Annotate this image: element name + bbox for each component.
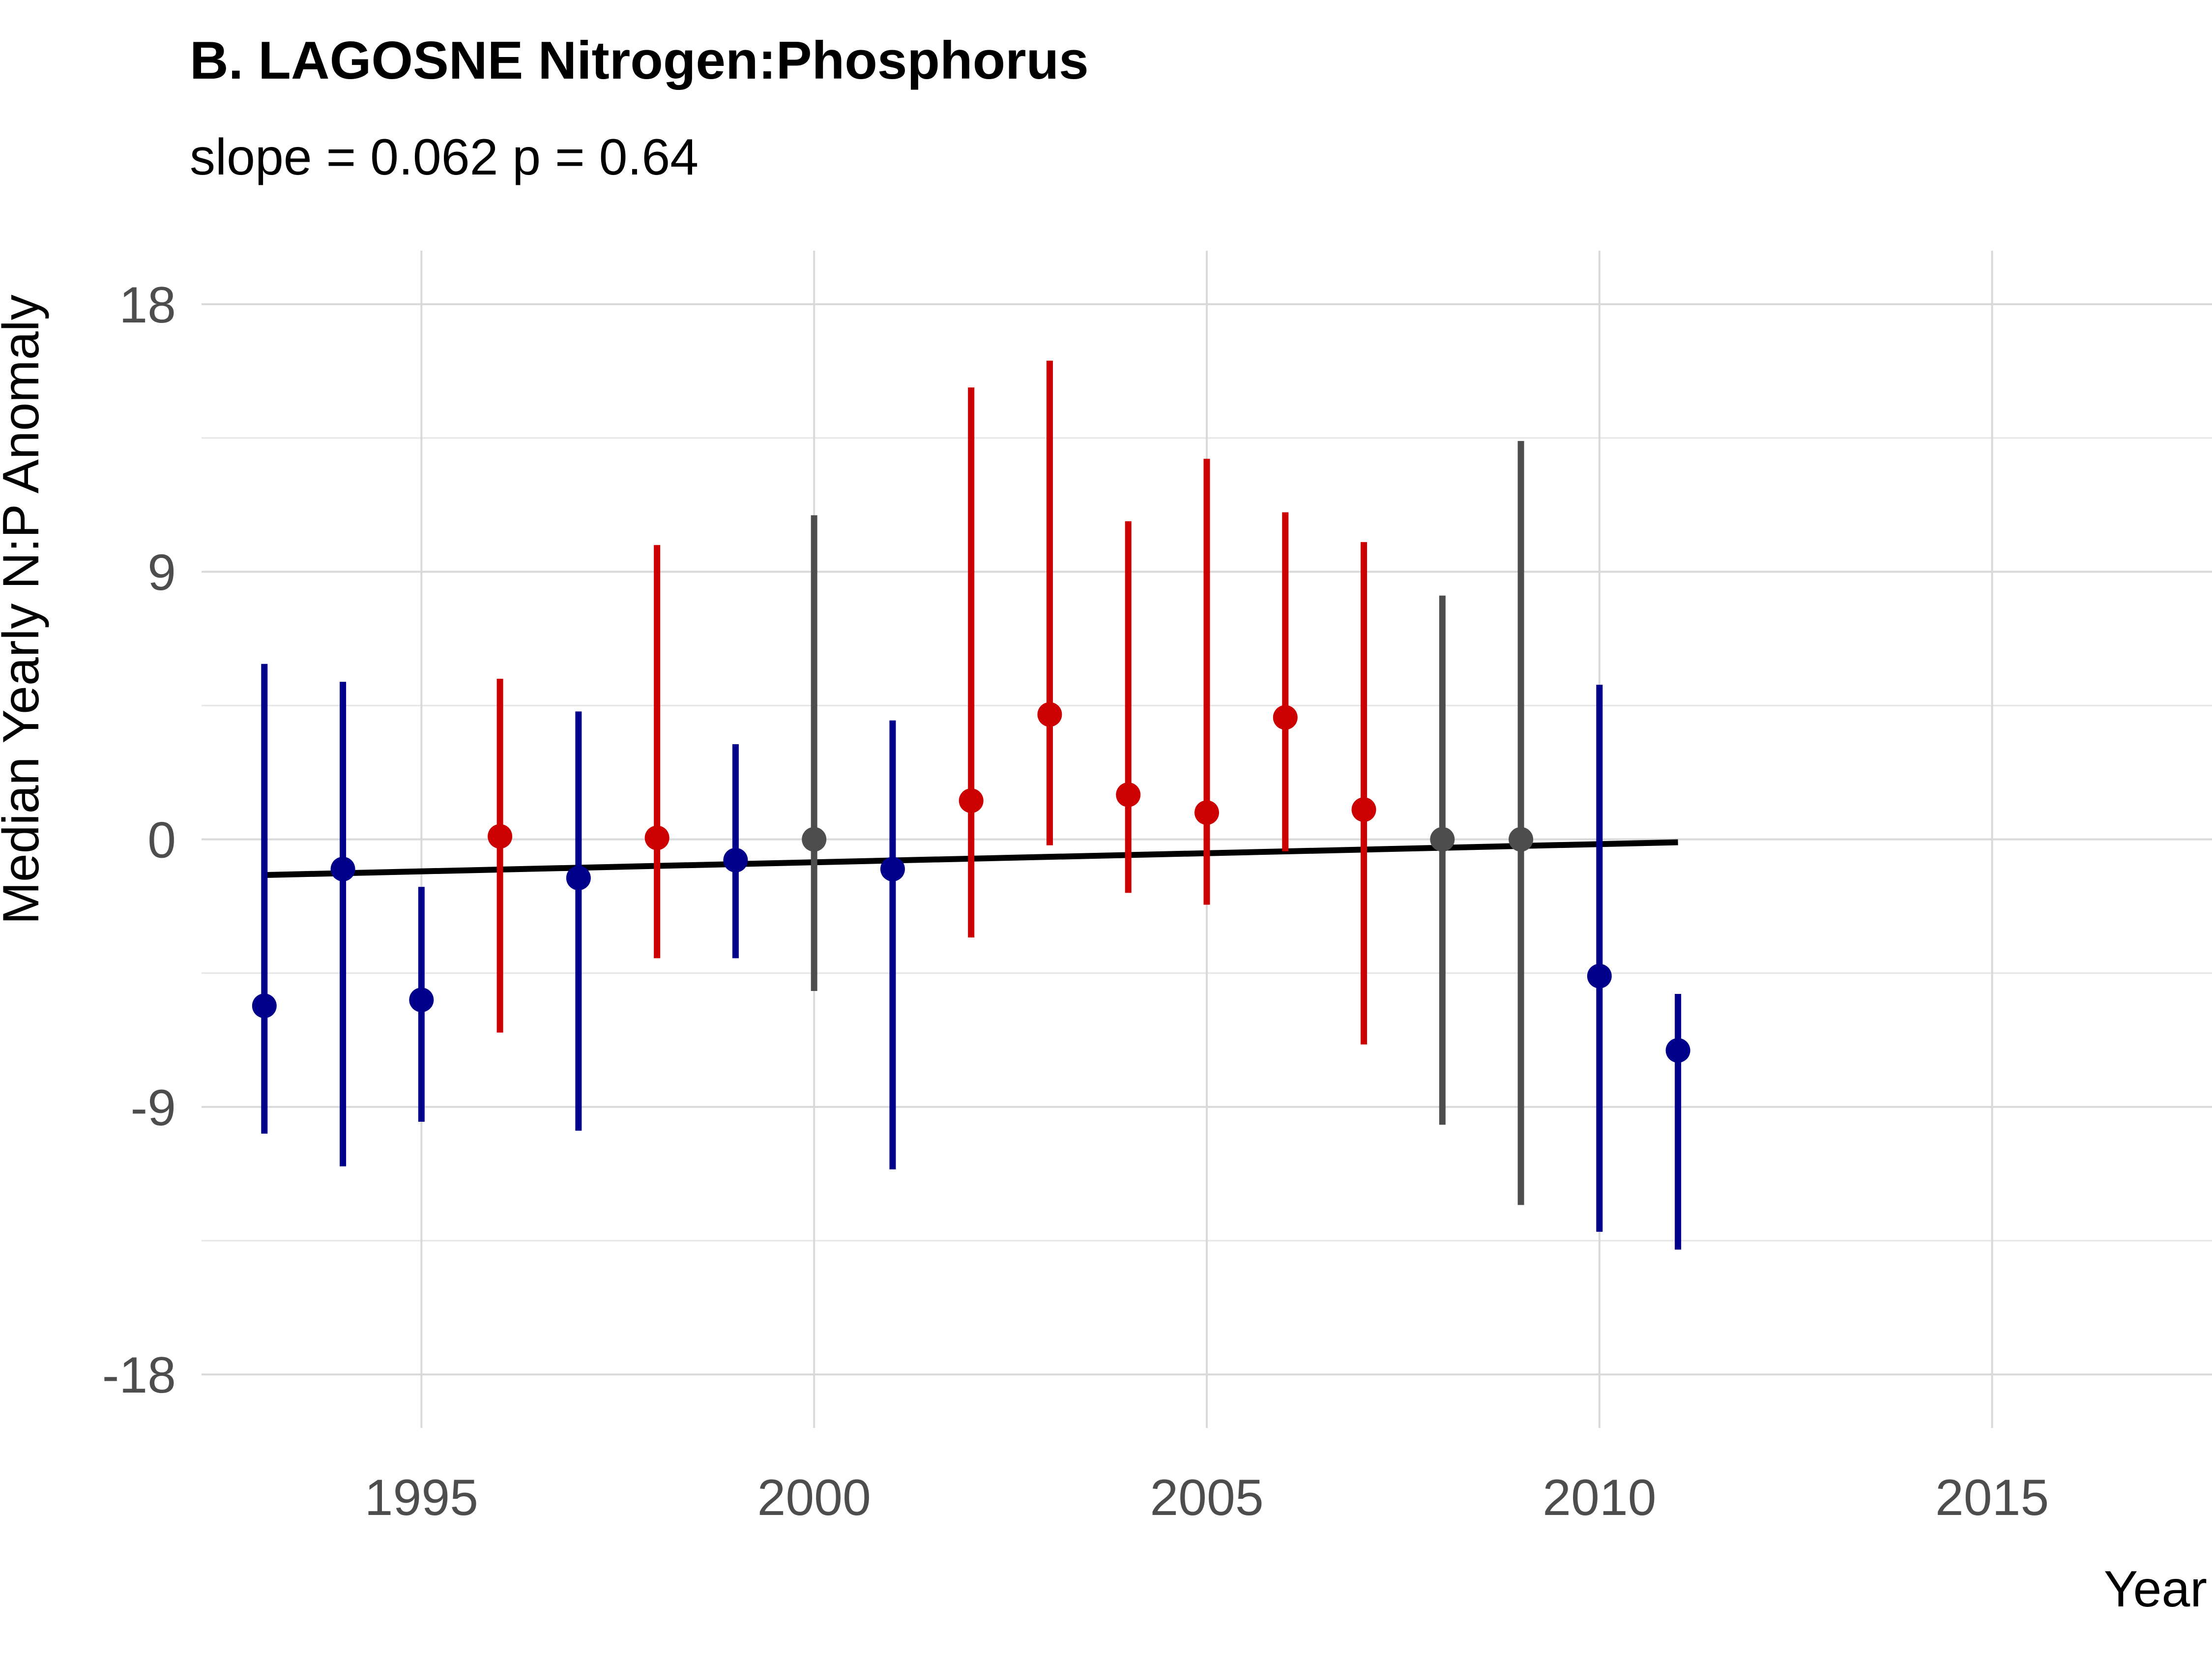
data-point xyxy=(409,988,434,1013)
data-point xyxy=(1116,782,1141,807)
data-point xyxy=(644,825,669,850)
y-tick-label: -9 xyxy=(131,1079,176,1136)
data-point xyxy=(1351,797,1376,822)
data-point xyxy=(330,856,355,881)
data-point xyxy=(1430,827,1455,852)
x-tick-label: 1995 xyxy=(365,1469,478,1526)
x-tick-label: 2015 xyxy=(1935,1469,2049,1526)
data-point xyxy=(1273,705,1298,730)
y-tick-label: 9 xyxy=(147,544,176,601)
data-point xyxy=(1037,702,1062,727)
x-tick-label: 2005 xyxy=(1150,1469,1263,1526)
x-tick-label: 2000 xyxy=(757,1469,871,1526)
data-point xyxy=(802,827,827,852)
y-axis-title: Median Yearly N:P Anomaly xyxy=(0,294,50,925)
data-point xyxy=(488,824,513,849)
tick-labels: 1995 2000 2005 2010 2015 -18 -9 0 9 18 xyxy=(102,277,2049,1526)
y-tick-label: 0 xyxy=(147,812,176,869)
chart-subtitle: slope = 0.062 p = 0.64 xyxy=(190,129,699,186)
data-point xyxy=(959,788,984,813)
y-tick-label: -18 xyxy=(102,1347,176,1404)
data-point xyxy=(252,993,277,1019)
data-point xyxy=(880,856,905,881)
point-layer xyxy=(252,360,1690,1250)
chart-title: B. LAGOSNE Nitrogen:Phosphorus xyxy=(190,30,1089,90)
data-point xyxy=(1587,963,1612,989)
data-point xyxy=(1665,1038,1690,1063)
data-point xyxy=(566,866,591,891)
data-point xyxy=(1509,827,1534,852)
x-axis-title: Year xyxy=(2104,1561,2207,1618)
x-tick-label: 2010 xyxy=(1543,1469,1656,1526)
data-point xyxy=(723,847,748,873)
y-tick-label: 18 xyxy=(119,277,176,334)
data-point xyxy=(1194,800,1219,825)
